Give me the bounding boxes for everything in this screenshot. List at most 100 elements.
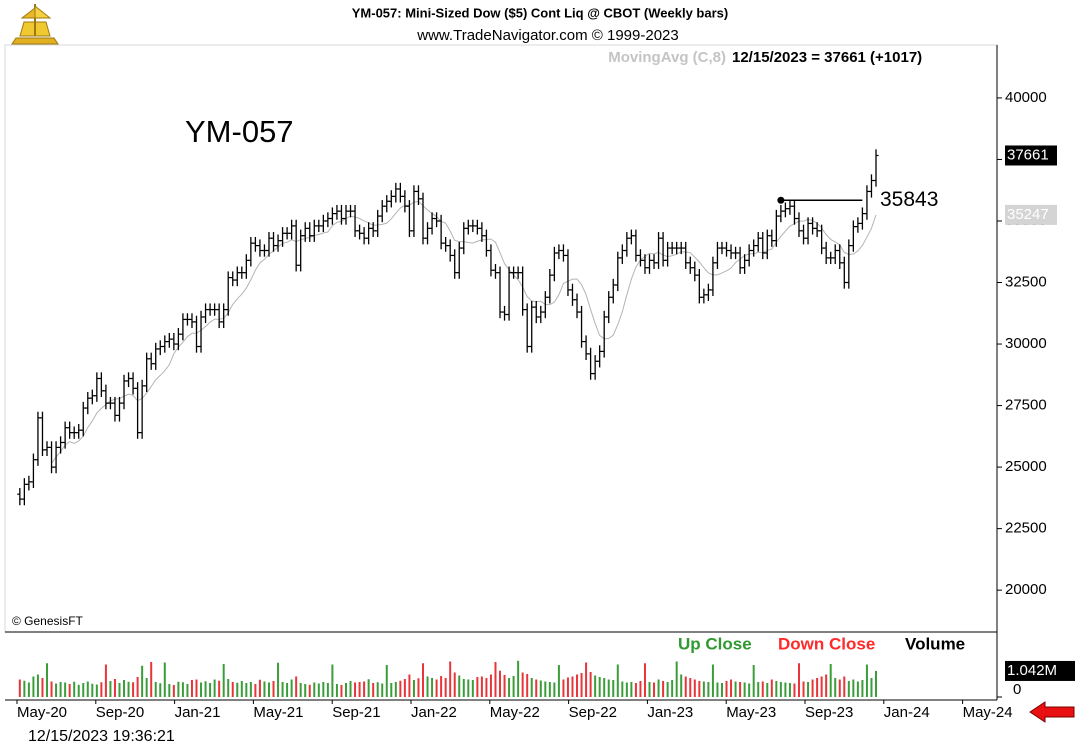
indicator-label: MovingAvg (C,8) <box>608 49 726 66</box>
volume-bar <box>535 679 538 697</box>
volume-bar <box>272 681 275 697</box>
volume-bar <box>335 684 338 697</box>
volume-bar <box>512 676 515 697</box>
x-tick-label: May-20 <box>17 704 67 721</box>
volume-bar <box>326 683 329 697</box>
x-tick-label: Jan-22 <box>411 704 457 721</box>
volume-bar <box>829 664 832 697</box>
volume-bar <box>634 683 637 697</box>
volume-bar <box>27 682 30 697</box>
volume-bar <box>807 682 810 697</box>
volume-bar <box>657 679 660 697</box>
last-price-box <box>1005 145 1057 166</box>
volume-bar <box>521 672 524 697</box>
volume-bar <box>367 679 370 697</box>
volume-bar <box>779 682 782 697</box>
y-tick-label: 40000 <box>1005 89 1047 106</box>
volume-bar <box>766 683 769 697</box>
volume-bar <box>675 661 678 697</box>
volume-bar <box>77 684 80 697</box>
volume-bar <box>154 682 157 697</box>
volume-bar <box>23 680 26 697</box>
volume-bar <box>213 679 216 697</box>
x-tick-label: Jan-24 <box>884 704 930 721</box>
volume-bar <box>802 681 805 697</box>
volume-bar <box>548 682 551 697</box>
legend-volume: Volume <box>905 634 965 653</box>
x-tick-label: Sep-20 <box>96 704 144 721</box>
volume-bar <box>553 682 556 697</box>
volume-bar <box>403 679 406 697</box>
volume-bar <box>426 676 429 697</box>
y-tick-label: 25000 <box>1005 458 1047 475</box>
volume-bar <box>263 681 266 697</box>
y-tick-label: 30000 <box>1005 335 1047 352</box>
volume-bar <box>68 684 71 697</box>
volume-bar <box>190 680 193 697</box>
volume-bar <box>576 674 579 697</box>
volume-bar <box>109 681 112 697</box>
volume-bar <box>195 679 198 697</box>
volume-bar <box>59 682 62 697</box>
x-tick-label: Sep-23 <box>805 704 853 721</box>
volume-bar <box>612 680 615 697</box>
x-tick-label: Jan-23 <box>647 704 693 721</box>
volume-bar <box>494 662 497 697</box>
volume-bar <box>132 682 135 697</box>
volume-bar <box>64 682 67 697</box>
volume-bar <box>711 664 714 697</box>
volume-bar <box>249 682 252 697</box>
volume-bar <box>462 679 465 697</box>
last-price-label: 37661 <box>1007 146 1049 163</box>
volume-bar <box>394 682 397 697</box>
volume-tick-label: 0 <box>1013 681 1021 698</box>
volume-bar <box>643 663 646 697</box>
volume-last-box <box>1005 660 1075 681</box>
volume-bar <box>399 680 402 697</box>
volume-bar <box>788 683 791 697</box>
volume-bar <box>95 684 98 697</box>
volume-bar <box>376 682 379 697</box>
volume-bar <box>716 682 719 697</box>
volume-bar <box>480 676 483 697</box>
volume-bar <box>277 662 280 697</box>
volume-bar <box>585 662 588 697</box>
volume-bar <box>594 675 597 697</box>
volume-bar <box>653 682 656 697</box>
volume-bar <box>281 682 284 697</box>
volume-bar <box>625 682 628 697</box>
volume-bar <box>684 676 687 697</box>
volume-bar <box>489 674 492 697</box>
volume-bar <box>113 679 116 697</box>
volume-bar <box>145 678 148 697</box>
volume-bar <box>689 678 692 697</box>
volume-bar <box>852 679 855 697</box>
volume-bar <box>100 682 103 697</box>
ma-label: 35247 <box>1007 206 1049 223</box>
volume-bar <box>231 682 234 697</box>
volume-bar <box>200 682 203 697</box>
logo <box>11 4 59 45</box>
volume-bar <box>680 674 683 697</box>
volume-bar <box>354 682 357 697</box>
volume-bar <box>748 683 751 697</box>
volume-bar <box>227 679 230 697</box>
volume-bar <box>571 676 574 697</box>
volume-bar <box>811 679 814 697</box>
volume-bar <box>385 665 388 697</box>
volume-bar <box>580 673 583 697</box>
volume-bar <box>222 664 225 697</box>
y-tick-label: 27500 <box>1005 397 1047 414</box>
volume-bar <box>847 681 850 697</box>
volume-bar <box>127 681 130 697</box>
scroll-arrow[interactable] <box>1029 701 1075 723</box>
volume-bar <box>757 682 760 697</box>
volume-bar <box>344 683 347 697</box>
volume-bar <box>603 678 606 697</box>
volume-bar <box>258 679 261 697</box>
volume-bar <box>240 681 243 697</box>
volume-bar <box>539 680 542 697</box>
volume-bar <box>530 678 533 697</box>
volume-bar <box>118 683 121 697</box>
volume-bar <box>186 684 189 697</box>
